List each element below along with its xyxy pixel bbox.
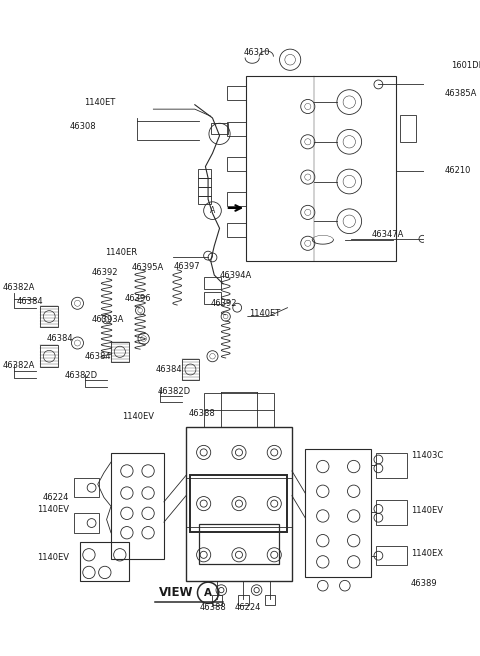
Text: 1601DK: 1601DK [451, 60, 480, 70]
Text: 46224: 46224 [235, 604, 261, 612]
Text: 46384: 46384 [17, 297, 43, 306]
Text: 1140EV: 1140EV [411, 506, 443, 515]
Bar [111, 453, 164, 559]
Text: 46347A: 46347A [372, 230, 404, 239]
Bar [376, 500, 407, 525]
Bar [40, 345, 59, 367]
Bar [376, 546, 407, 565]
Text: 46382D: 46382D [64, 371, 97, 380]
Bar [182, 359, 199, 380]
Bar [246, 75, 396, 261]
Bar [227, 192, 246, 206]
Bar [376, 453, 407, 478]
Text: 46382D: 46382D [158, 387, 191, 396]
Text: 46388: 46388 [199, 604, 226, 612]
Bar [305, 449, 372, 577]
Text: 46382A: 46382A [2, 361, 35, 369]
Text: 46224: 46224 [42, 493, 69, 502]
Text: 46395A: 46395A [132, 264, 164, 272]
Bar [204, 394, 274, 427]
Text: 46393A: 46393A [92, 315, 124, 323]
Bar [74, 478, 99, 497]
Text: 46392: 46392 [92, 268, 118, 277]
Text: 46394A: 46394A [219, 270, 252, 279]
Bar [212, 594, 222, 605]
Text: 46385A: 46385A [444, 89, 477, 98]
Bar [204, 277, 221, 289]
Text: 1140EV: 1140EV [122, 412, 155, 420]
Bar [238, 594, 249, 605]
Text: 46310: 46310 [243, 48, 270, 57]
Bar [227, 157, 246, 171]
Bar [227, 86, 246, 100]
Bar [74, 513, 99, 533]
Text: 1140ET: 1140ET [250, 310, 281, 318]
Text: 46382A: 46382A [2, 283, 35, 292]
Text: 46397: 46397 [174, 262, 200, 271]
Text: 46392: 46392 [211, 298, 237, 308]
Bar [198, 195, 211, 205]
Text: 46210: 46210 [444, 167, 471, 175]
Bar [211, 123, 228, 134]
Text: 46388: 46388 [189, 409, 215, 418]
Text: 46396: 46396 [124, 295, 151, 303]
Text: 11403C: 11403C [411, 451, 444, 461]
Bar [400, 115, 416, 142]
Text: VIEW: VIEW [158, 586, 193, 599]
Bar [80, 542, 129, 581]
Bar [199, 524, 279, 564]
Text: 1140ET: 1140ET [84, 98, 115, 106]
Bar [204, 292, 221, 304]
Bar [198, 187, 211, 195]
Text: 46384: 46384 [47, 334, 73, 343]
Bar [186, 427, 292, 581]
Text: 46389: 46389 [411, 579, 438, 588]
Bar [198, 178, 211, 187]
Text: 1140EV: 1140EV [36, 505, 69, 514]
Text: 46384: 46384 [155, 365, 182, 374]
Bar [227, 121, 246, 136]
Bar [40, 306, 59, 327]
Bar [191, 475, 288, 532]
Text: A: A [210, 206, 215, 215]
Text: 1140ER: 1140ER [105, 249, 137, 258]
Bar [264, 594, 275, 605]
Text: 1140EV: 1140EV [36, 553, 69, 562]
Text: 46308: 46308 [70, 122, 96, 131]
Text: A: A [204, 588, 212, 598]
Bar [111, 342, 129, 362]
Text: 46384: 46384 [84, 352, 111, 361]
Text: 1140EX: 1140EX [411, 548, 443, 558]
Bar [227, 223, 246, 237]
Bar [198, 169, 211, 178]
